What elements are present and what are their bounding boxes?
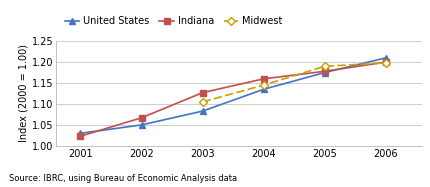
Y-axis label: Index (2000 = 1.00): Index (2000 = 1.00) — [19, 45, 29, 142]
Legend: United States, Indiana, Midwest: United States, Indiana, Midwest — [61, 13, 286, 30]
Text: Source: IBRC, using Bureau of Economic Analysis data: Source: IBRC, using Bureau of Economic A… — [9, 174, 236, 183]
